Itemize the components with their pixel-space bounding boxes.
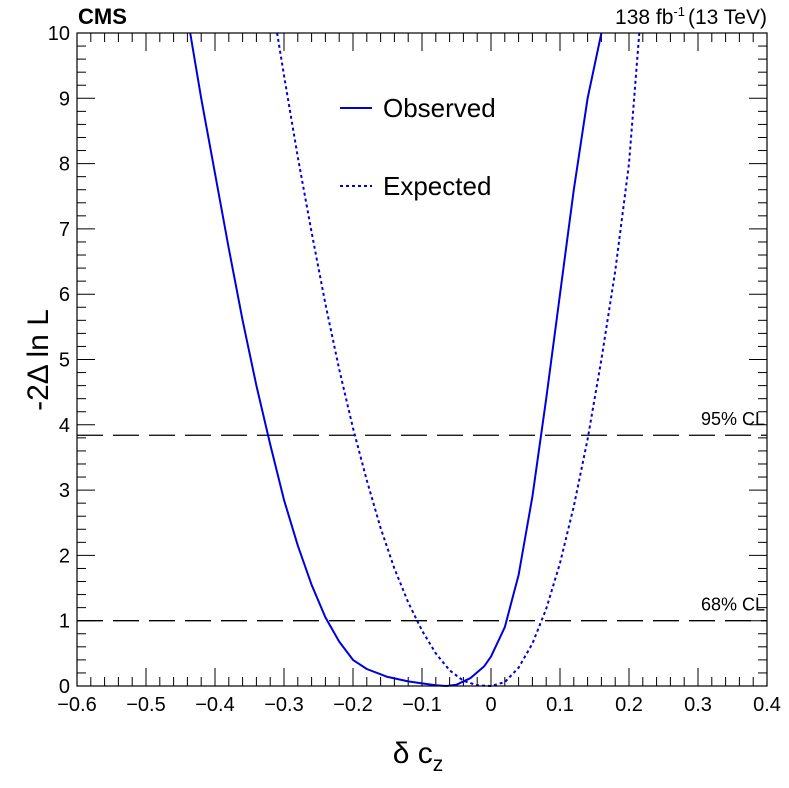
x-tick-label: 0.1 xyxy=(546,694,574,716)
confidence-level-lines: 95% CL 68% CL xyxy=(77,409,767,622)
plot-frame xyxy=(76,32,768,687)
luminosity-energy-label: 138 fb-1 (13 TeV) xyxy=(615,4,767,29)
x-tick-label: −0.1 xyxy=(402,694,441,716)
likelihood-curves xyxy=(189,32,641,687)
x-tick-label: −0.6 xyxy=(57,694,96,716)
y-tick-label: 5 xyxy=(59,350,70,372)
legend-expected-label: Expected xyxy=(383,171,491,201)
energy-label: (13 TeV) xyxy=(688,6,767,29)
observed-curve xyxy=(189,32,603,687)
x-tick-label: 0.2 xyxy=(615,694,643,716)
x-tick-label: −0.4 xyxy=(195,694,234,716)
y-tick-label: 4 xyxy=(59,415,70,437)
y-tick-label: 2 xyxy=(59,545,70,567)
confidence-level-label: 68% CL xyxy=(701,595,765,615)
lumi-value: 138 fb xyxy=(615,6,673,29)
expected-curve xyxy=(276,32,641,687)
y-tick-label: 6 xyxy=(59,284,70,306)
x-tick-label: −0.2 xyxy=(333,694,372,716)
x-axis-title: δ cz xyxy=(393,737,444,776)
legend: Observed Expected xyxy=(340,93,496,201)
confidence-level-label: 95% CL xyxy=(701,409,765,429)
x-tick-label: 0.4 xyxy=(753,694,781,716)
y-tick-label: 0 xyxy=(59,676,70,698)
x-axis-symbol: δ c xyxy=(393,737,433,770)
y-tick-label: 1 xyxy=(59,611,70,633)
y-tick-label: 8 xyxy=(59,154,70,176)
y-axis-title: -2Δ ln L xyxy=(22,309,55,411)
x-tick-label: 0 xyxy=(485,694,496,716)
x-tick-label: 0.3 xyxy=(684,694,712,716)
x-tick-label: −0.5 xyxy=(126,694,165,716)
y-tick-label: 3 xyxy=(59,480,70,502)
y-tick-label: 9 xyxy=(59,88,70,110)
experiment-label: CMS xyxy=(78,4,127,29)
x-tick-label: −0.3 xyxy=(264,694,303,716)
y-tick-label: 10 xyxy=(48,23,70,45)
lumi-exponent: -1 xyxy=(673,4,685,19)
legend-observed-label: Observed xyxy=(383,93,496,123)
y-tick-label: 7 xyxy=(59,219,70,241)
x-axis-subscript: z xyxy=(433,753,444,776)
